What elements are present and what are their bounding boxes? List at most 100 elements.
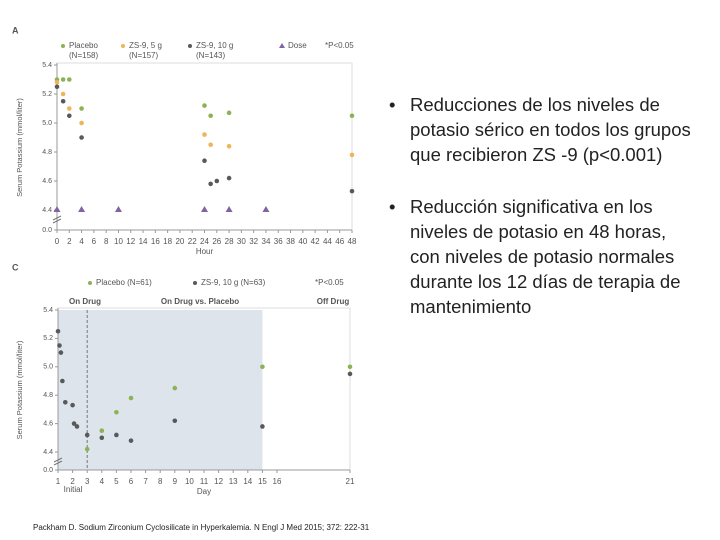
data-point — [66, 106, 72, 111]
y-tick-label: 5.2 — [43, 335, 53, 342]
x-tick-label: 30 — [237, 237, 246, 246]
y-tick-label: 0.0 — [43, 467, 53, 474]
x-tick-label: 0 — [55, 237, 60, 246]
data-point — [55, 329, 61, 334]
x-tick-label: 7 — [143, 477, 148, 486]
y-tick-label: 4.8 — [43, 392, 53, 399]
bullet: Reducción significativa en los niveles d… — [383, 194, 693, 319]
x-tick-label: 16 — [273, 477, 282, 486]
x-tick-label: 13 — [229, 477, 238, 486]
x-tick-label: 32 — [249, 237, 258, 246]
legend-marker — [279, 43, 285, 48]
y-tick-label: 5.0 — [43, 364, 53, 371]
data-point — [172, 418, 178, 424]
bullet: Reducciones de los niveles de potasio sé… — [383, 92, 693, 167]
data-point — [60, 91, 66, 97]
legend-note: *P<0.05 — [325, 41, 354, 50]
x-tick-label: 1 — [56, 477, 61, 486]
dose-marker — [114, 206, 122, 212]
x-tick-label: 8 — [104, 237, 109, 246]
legend-marker — [88, 281, 92, 285]
x-tick-label: 10 — [185, 477, 194, 486]
data-point — [84, 446, 90, 452]
legend-note: *P<0.05 — [315, 278, 344, 287]
x-tick-label: 42 — [311, 237, 320, 246]
x-tick-label: 20 — [175, 237, 184, 246]
data-point — [208, 113, 213, 119]
x-tick-label: 26 — [212, 237, 221, 246]
dose-marker — [262, 206, 270, 212]
x-tick-label: 3 — [85, 477, 90, 486]
x-tick-label: 12 — [126, 237, 135, 246]
data-point — [114, 409, 119, 415]
legend-marker — [61, 44, 65, 48]
data-point — [202, 132, 207, 137]
legend-label: ZS-9, 10 g — [196, 41, 233, 50]
data-point — [66, 113, 72, 119]
x-tick-label: 44 — [323, 237, 332, 246]
x-tick-label: 4 — [100, 477, 105, 486]
legend-label: Dose — [288, 41, 307, 50]
dose-marker — [201, 206, 208, 212]
data-point — [79, 106, 84, 111]
legend-note: (N=157) — [129, 51, 158, 60]
legend-marker — [188, 44, 192, 48]
x-tick-label: 14 — [139, 237, 148, 246]
x-tick-label: 10 — [114, 237, 123, 246]
data-point — [60, 98, 66, 104]
axis-break — [53, 457, 63, 466]
data-point — [226, 143, 232, 149]
legend-marker — [121, 44, 125, 48]
data-point — [349, 188, 355, 194]
data-point — [66, 77, 72, 82]
x-tick-label: 38 — [286, 237, 295, 246]
y-tick-label: 4.6 — [43, 420, 53, 427]
dose-marker — [225, 206, 233, 212]
axis-break — [52, 215, 62, 224]
y-tick-label: 4.8 — [42, 149, 52, 156]
x-tick-label: 16 — [151, 237, 160, 246]
x-tick-label: 34 — [262, 237, 271, 246]
annotation: On Drug — [69, 297, 101, 306]
data-point — [74, 424, 80, 429]
data-point — [172, 385, 178, 391]
x-tick-label: 46 — [335, 237, 344, 246]
y-tick-label: 4.6 — [42, 178, 52, 185]
bullet-list: Reducciones de los niveles de potasio sé… — [383, 92, 693, 346]
x-tick-label: 6 — [129, 477, 134, 486]
data-point — [58, 350, 64, 355]
data-point — [99, 435, 105, 441]
data-point — [347, 371, 353, 377]
legend-label: ZS-9, 10 g (N=63) — [201, 278, 266, 287]
data-point — [99, 428, 105, 434]
x-tick-label: 8 — [158, 477, 163, 486]
data-point — [70, 402, 75, 408]
data-point — [208, 142, 213, 148]
data-point — [54, 84, 60, 90]
data-point — [54, 80, 60, 85]
y-tick-label: 5.4 — [42, 62, 52, 69]
legend-label: ZS-9, 5 g — [129, 41, 162, 50]
x-tick-label: 5 — [114, 477, 119, 486]
citation: Packham D. Sodium Zirconium Cyclosilicat… — [33, 523, 370, 532]
y-tick-label: 4.4 — [43, 449, 53, 456]
shaded-region — [58, 310, 263, 470]
data-point — [128, 438, 134, 443]
y-tick-label: 5.4 — [43, 307, 53, 314]
data-point — [84, 432, 90, 438]
y-tick-label: 5.0 — [42, 120, 52, 127]
x-tick-label: 14 — [243, 477, 252, 486]
data-point — [347, 364, 353, 370]
y-tick-label: 4.4 — [42, 207, 52, 214]
plot-frame — [56, 62, 353, 231]
annotation: Off Drug — [317, 297, 350, 306]
data-point — [349, 113, 355, 119]
legend-note: (N=143) — [196, 51, 225, 60]
y-axis-label: Serum Potassium (mmol/liter) — [15, 98, 24, 197]
x-axis-label: Hour — [196, 247, 214, 256]
data-point — [63, 400, 68, 405]
data-point — [208, 181, 213, 187]
data-point — [226, 175, 232, 181]
